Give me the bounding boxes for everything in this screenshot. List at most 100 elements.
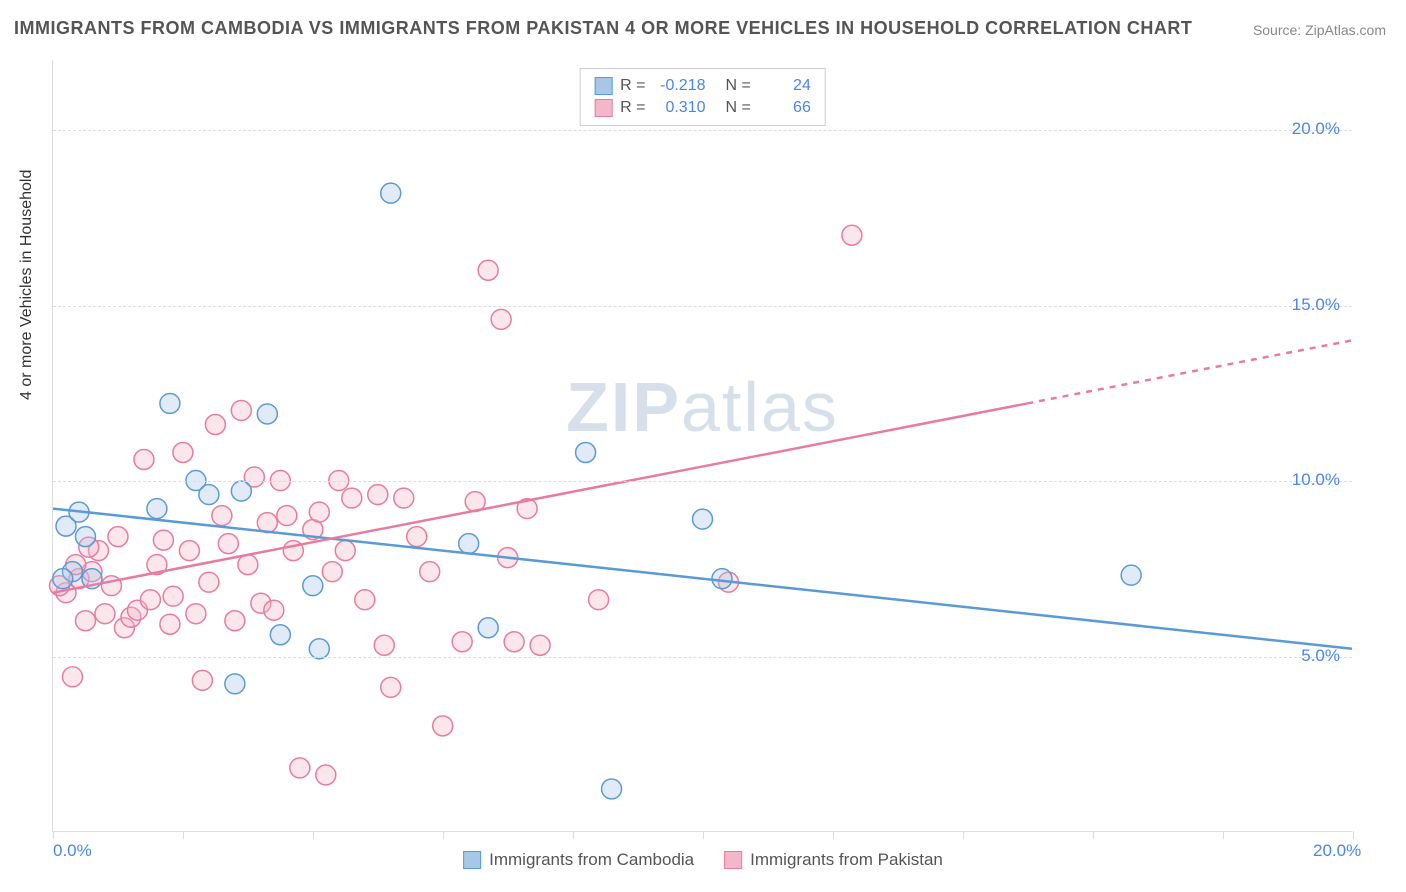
scatter-point (368, 485, 388, 505)
scatter-point (602, 779, 622, 799)
x-tick (1223, 831, 1224, 839)
scatter-point (75, 611, 95, 631)
stats-row-pakistan: R = 0.310 N = 66 (594, 97, 811, 119)
scatter-point (218, 534, 238, 554)
x-tick (1093, 831, 1094, 839)
y-axis-label: 4 or more Vehicles in Household (18, 170, 36, 400)
stats-r-value-pakistan: 0.310 (654, 99, 706, 117)
scatter-point (257, 513, 277, 533)
scatter-point (374, 635, 394, 655)
scatter-point (303, 576, 323, 596)
stats-r-label: R = (620, 99, 645, 117)
scatter-point (316, 765, 336, 785)
x-tick (313, 831, 314, 839)
stats-legend-box: R = -0.218 N = 24 R = 0.310 N = 66 (579, 68, 826, 126)
scatter-point (478, 260, 498, 280)
legend-item-pakistan: Immigrants from Pakistan (724, 850, 943, 870)
stats-row-cambodia: R = -0.218 N = 24 (594, 75, 811, 97)
stats-n-label: N = (726, 77, 751, 95)
scatter-point (478, 618, 498, 638)
scatter-point (290, 758, 310, 778)
scatter-point (108, 527, 128, 547)
scatter-point (433, 716, 453, 736)
scatter-point (231, 481, 251, 501)
scatter-point (212, 506, 232, 526)
scatter-point (277, 506, 297, 526)
scatter-point (225, 674, 245, 694)
scatter-point (1121, 565, 1141, 585)
gridline (53, 657, 1352, 658)
scatter-point (153, 530, 173, 550)
scatter-point (420, 562, 440, 582)
legend-item-cambodia: Immigrants from Cambodia (463, 850, 694, 870)
bottom-legend: Immigrants from Cambodia Immigrants from… (463, 850, 943, 870)
scatter-svg (53, 60, 1352, 831)
scatter-point (407, 527, 427, 547)
swatch-pakistan (594, 99, 612, 117)
scatter-point (231, 400, 251, 420)
y-tick-label: 5.0% (1301, 646, 1340, 666)
scatter-point (381, 677, 401, 697)
scatter-point (147, 499, 167, 519)
scatter-point (238, 555, 258, 575)
scatter-point (134, 450, 154, 470)
stats-n-value-cambodia: 24 (759, 77, 811, 95)
scatter-point (335, 541, 355, 561)
stats-r-value-cambodia: -0.218 (654, 77, 706, 95)
regression-line-dashed (1027, 340, 1352, 403)
scatter-point (264, 600, 284, 620)
stats-r-label: R = (620, 77, 645, 95)
stats-n-label: N = (726, 99, 751, 117)
scatter-point (589, 590, 609, 610)
scatter-point (199, 485, 219, 505)
scatter-point (270, 625, 290, 645)
scatter-point (53, 569, 73, 589)
scatter-point (491, 309, 511, 329)
scatter-point (173, 443, 193, 463)
x-tick (573, 831, 574, 839)
gridline (53, 130, 1352, 131)
scatter-point (62, 667, 82, 687)
x-tick-label: 0.0% (53, 841, 92, 861)
scatter-point (140, 590, 160, 610)
plot-area: ZIPatlas R = -0.218 N = 24 R = 0.310 N =… (52, 60, 1352, 832)
scatter-point (186, 604, 206, 624)
scatter-point (95, 604, 115, 624)
scatter-point (693, 509, 713, 529)
x-tick (833, 831, 834, 839)
scatter-point (381, 183, 401, 203)
scatter-point (459, 534, 479, 554)
scatter-point (257, 404, 277, 424)
x-tick (963, 831, 964, 839)
scatter-point (530, 635, 550, 655)
swatch-pakistan (724, 851, 742, 869)
scatter-point (322, 562, 342, 582)
y-tick-label: 20.0% (1292, 119, 1340, 139)
scatter-point (160, 393, 180, 413)
scatter-point (199, 572, 219, 592)
scatter-point (504, 632, 524, 652)
scatter-point (225, 611, 245, 631)
x-tick-label: 20.0% (1313, 841, 1361, 861)
scatter-point (101, 576, 121, 596)
gridline (53, 306, 1352, 307)
legend-label-pakistan: Immigrants from Pakistan (750, 850, 943, 870)
y-tick-label: 10.0% (1292, 470, 1340, 490)
scatter-point (160, 614, 180, 634)
x-tick (443, 831, 444, 839)
swatch-cambodia (463, 851, 481, 869)
scatter-point (342, 488, 362, 508)
legend-label-cambodia: Immigrants from Cambodia (489, 850, 694, 870)
swatch-cambodia (594, 77, 612, 95)
chart-title: IMMIGRANTS FROM CAMBODIA VS IMMIGRANTS F… (14, 18, 1192, 39)
scatter-point (163, 586, 183, 606)
scatter-point (192, 670, 212, 690)
scatter-point (205, 414, 225, 434)
gridline (53, 481, 1352, 482)
x-tick (53, 831, 54, 839)
scatter-point (712, 569, 732, 589)
scatter-point (842, 225, 862, 245)
scatter-point (452, 632, 472, 652)
x-tick (703, 831, 704, 839)
scatter-point (75, 527, 95, 547)
